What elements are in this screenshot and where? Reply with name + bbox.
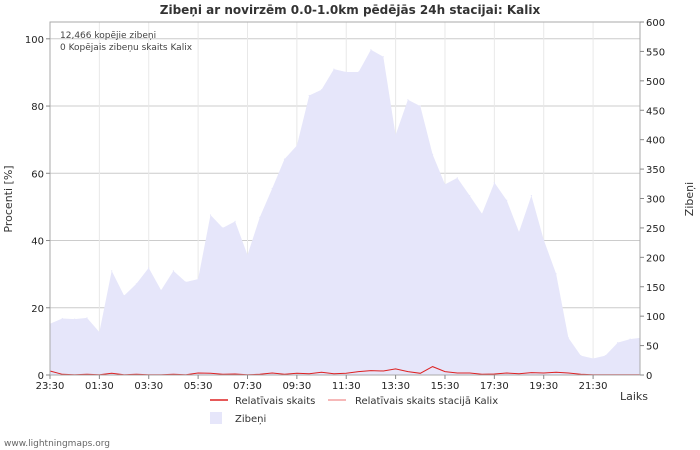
y-axis-left: 0 20 40 60 80 100 — [25, 35, 50, 382]
strikes-data-point — [345, 71, 347, 73]
y-right-tick-label: 500 — [646, 77, 665, 88]
legend: Relatīvais skaits Relatīvais skaits stac… — [210, 396, 498, 425]
strikes-data-point — [222, 227, 224, 229]
y-right-tick-label: 400 — [646, 136, 665, 147]
x-tick-label: 09:30 — [282, 381, 311, 392]
chart-title: Zibeņi ar novirzēm 0.0-1.0km pēdējās 24h… — [160, 3, 541, 17]
y-right-tick-label: 100 — [646, 312, 665, 323]
y-right-tick-label: 450 — [646, 106, 665, 117]
strikes-data-point — [98, 331, 100, 333]
strikes-data-point — [333, 68, 335, 70]
x-tick-label: 17:30 — [480, 381, 509, 392]
annotation-station-strikes: 0 Kopējais zibeņu skaits Kalix — [60, 43, 193, 53]
strikes-data-point — [506, 199, 508, 201]
strikes-data-point — [419, 105, 421, 107]
area-layer — [49, 49, 641, 375]
strikes-data-point — [518, 231, 520, 233]
y-right-tick-label: 200 — [646, 253, 665, 264]
x-tick-label: 19:30 — [529, 381, 558, 392]
strikes-data-point — [592, 357, 594, 360]
y-left-tick-label: 100 — [25, 35, 44, 46]
strikes-data-point — [209, 214, 212, 216]
strikes-data-point — [567, 337, 570, 339]
x-tick-label: 15:30 — [431, 381, 460, 392]
x-tick-label: 11:30 — [332, 381, 361, 392]
x-axis: 23:30 01:30 03:30 05:30 07:30 09:30 11:30 13:30… — [36, 375, 608, 392]
strikes-data-point — [135, 283, 137, 285]
y-right-tick-label: 300 — [646, 195, 665, 206]
strikes-data-point — [604, 355, 607, 357]
y-right-tick-label: 600 — [646, 18, 665, 29]
y-left-tick-label: 60 — [31, 169, 44, 180]
y-right-tick-label: 0 — [646, 371, 652, 382]
strikes-data-point — [74, 318, 76, 320]
legend-label-relative-station: Relatīvais skaits stacijā Kalix — [355, 396, 498, 407]
strikes-data-point — [111, 270, 113, 272]
x-tick-label: 13:30 — [381, 381, 410, 392]
strikes-data-point — [395, 134, 397, 136]
x-tick-label: 05:30 — [184, 381, 213, 392]
x-axis-label: Laiks — [620, 390, 648, 403]
strikes-data-point — [86, 317, 88, 319]
strikes-data-point — [481, 213, 483, 215]
y-right-tick-label: 150 — [646, 283, 665, 294]
strikes-data-point — [456, 177, 458, 179]
legend-swatch-strikes — [210, 412, 222, 424]
y-left-tick-label: 20 — [31, 304, 44, 315]
y-right-tick-label: 550 — [646, 47, 665, 58]
y-axis-right: 0 50 100 150 200 250 300 350 400 450 500 550 600 — [640, 18, 665, 382]
strikes-data-point — [493, 182, 495, 184]
y-axis-left-label: Procenti [%] — [2, 165, 15, 232]
strikes-data-point — [283, 158, 286, 160]
strikes-data-point — [629, 338, 631, 340]
strikes-data-point — [271, 187, 273, 190]
strikes-data-point — [407, 99, 409, 101]
strikes-data-point — [370, 49, 372, 51]
y-left-tick-label: 0 — [38, 371, 44, 382]
legend-label-relative: Relatīvais skaits — [235, 396, 315, 407]
strikes-data-point — [185, 281, 187, 283]
strikes-data-point — [61, 317, 63, 320]
x-tick-label: 21:30 — [579, 381, 608, 392]
y-left-tick-label: 40 — [31, 237, 44, 248]
strikes-data-point — [358, 71, 360, 73]
strikes-data-point — [580, 355, 582, 357]
strikes-data-point — [308, 94, 310, 97]
strikes-data-point — [296, 144, 298, 147]
strikes-data-point — [259, 216, 261, 218]
strikes-data-point — [543, 239, 545, 241]
strikes-data-point — [172, 270, 174, 272]
y-right-tick-label: 50 — [646, 342, 659, 353]
strikes-data-point — [432, 153, 434, 155]
site-credit: www.lightningmaps.org — [4, 439, 110, 449]
annotation-total-strikes: 12,466 kopējie zibeņi — [60, 31, 156, 41]
strikes-data-point — [197, 278, 199, 280]
strikes-data-point — [555, 273, 557, 275]
strikes-data-point — [382, 56, 384, 58]
y-axis-right-label: Zibeņi — [683, 182, 696, 216]
strikes-data-point — [530, 195, 533, 197]
x-tick-label: 03:30 — [134, 381, 163, 392]
y-right-tick-label: 250 — [646, 224, 665, 235]
strikes-data-point — [148, 267, 150, 269]
strikes-data-point — [444, 183, 446, 185]
legend-label-strikes: Zibeņi — [235, 414, 266, 425]
series-area-strikes — [50, 49, 640, 375]
strikes-data-point — [469, 195, 471, 197]
x-tick-label: 01:30 — [85, 381, 114, 392]
strikes-data-point — [320, 89, 323, 91]
x-tick-label: 07:30 — [233, 381, 262, 392]
y-left-tick-label: 80 — [31, 102, 44, 113]
strikes-data-point — [617, 342, 619, 344]
strikes-data-point — [234, 220, 236, 222]
strikes-data-point — [160, 289, 162, 291]
y-right-tick-label: 350 — [646, 165, 665, 176]
strikes-data-point — [246, 254, 249, 256]
x-tick-label: 23:30 — [36, 381, 65, 392]
strikes-data-point — [123, 295, 125, 297]
